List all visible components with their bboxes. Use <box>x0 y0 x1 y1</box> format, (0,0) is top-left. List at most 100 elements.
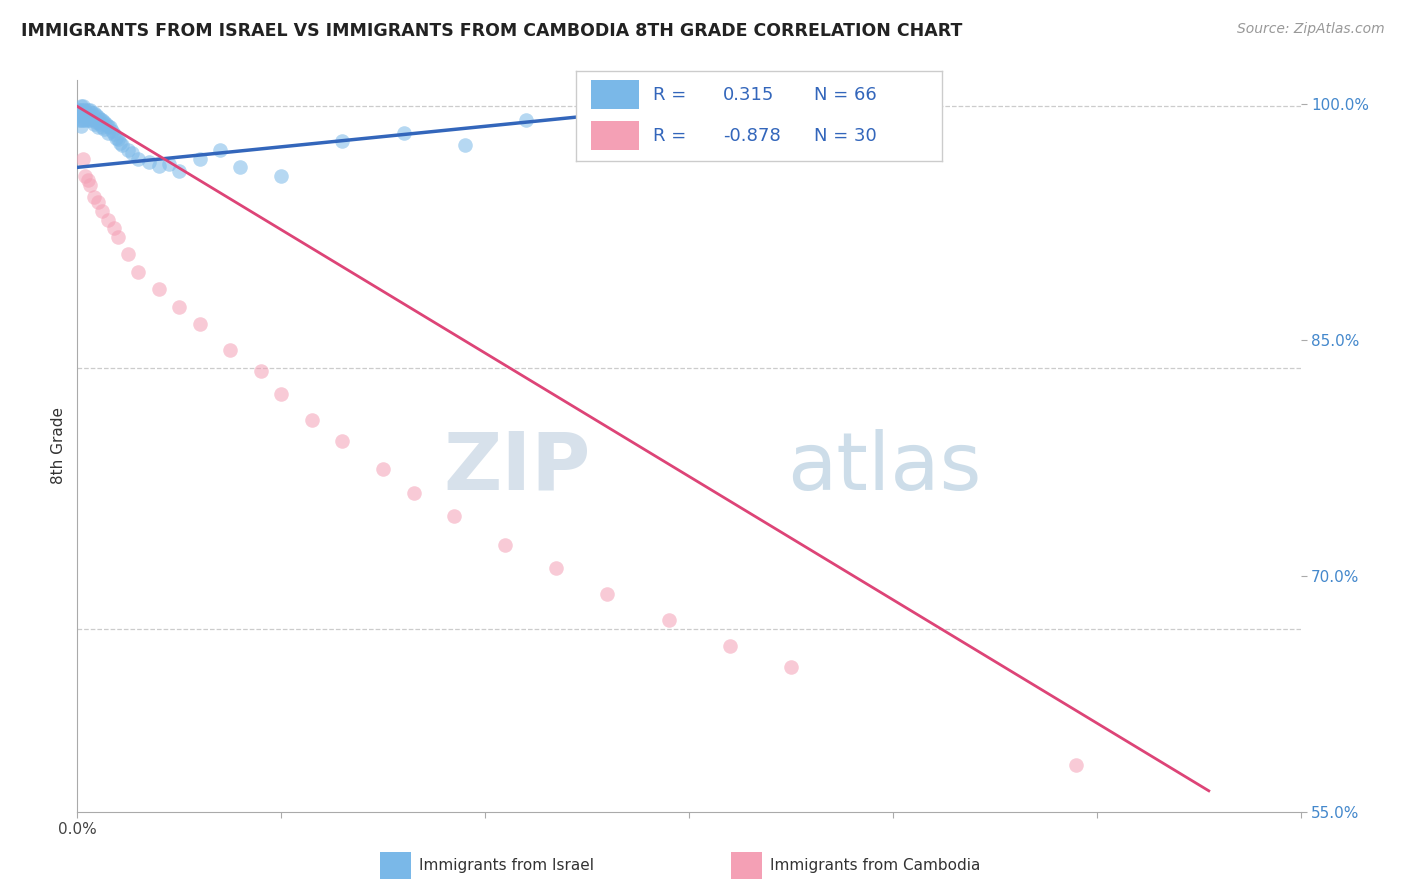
Point <box>72 103 94 117</box>
Text: 0.315: 0.315 <box>723 86 775 103</box>
Point <box>270 169 292 183</box>
Text: atlas: atlas <box>787 429 981 507</box>
Point <box>371 461 394 475</box>
Point <box>83 112 105 126</box>
Point <box>392 126 415 140</box>
Point <box>75 108 97 122</box>
Point <box>90 203 112 218</box>
Point <box>93 122 115 136</box>
Point <box>443 508 465 523</box>
Point <box>128 265 150 279</box>
Text: IMMIGRANTS FROM ISRAEL VS IMMIGRANTS FROM CAMBODIA 8TH GRADE CORRELATION CHART: IMMIGRANTS FROM ISRAEL VS IMMIGRANTS FRO… <box>21 22 963 40</box>
Point <box>89 112 111 126</box>
Point <box>270 386 292 401</box>
Point <box>576 134 599 148</box>
Point <box>108 136 131 150</box>
Point <box>90 113 112 128</box>
Point <box>250 364 273 378</box>
Point <box>87 110 110 124</box>
Point <box>75 169 97 183</box>
Point <box>75 113 97 128</box>
Point <box>70 119 93 133</box>
Point <box>103 221 125 235</box>
Point <box>658 613 681 627</box>
Text: N = 30: N = 30 <box>814 127 877 145</box>
Point <box>87 195 110 210</box>
Point <box>515 113 537 128</box>
Point <box>76 108 98 122</box>
Point <box>301 413 323 427</box>
Point <box>94 117 117 131</box>
Point <box>75 103 97 117</box>
Point <box>103 128 125 142</box>
Point <box>70 108 93 122</box>
Text: N = 66: N = 66 <box>814 86 877 103</box>
Point <box>596 587 619 601</box>
Point <box>84 115 107 129</box>
Point <box>546 561 568 575</box>
Point <box>332 134 354 148</box>
Point <box>67 113 90 128</box>
Point <box>83 190 105 204</box>
Point <box>138 155 160 169</box>
Point <box>495 538 517 552</box>
Point <box>67 103 90 117</box>
Point <box>107 132 129 146</box>
Point <box>90 120 112 135</box>
Point <box>87 115 110 129</box>
Point <box>148 282 170 296</box>
Point <box>80 112 103 126</box>
Point <box>76 172 98 186</box>
Point <box>98 120 121 135</box>
Point <box>72 99 94 113</box>
Point <box>72 108 94 122</box>
Point <box>219 343 242 358</box>
Point <box>76 113 98 128</box>
Point <box>76 103 98 117</box>
Point <box>148 159 170 173</box>
Point <box>79 178 101 192</box>
Point <box>1066 757 1088 772</box>
Point <box>188 317 211 331</box>
Point <box>97 126 120 140</box>
Text: Immigrants from Cambodia: Immigrants from Cambodia <box>770 858 981 872</box>
Point <box>229 161 252 175</box>
Point <box>72 113 94 128</box>
Point <box>101 124 124 138</box>
Point <box>67 108 90 122</box>
Text: R =: R = <box>654 86 686 103</box>
Point <box>117 247 139 261</box>
Text: R =: R = <box>654 127 686 145</box>
Point <box>617 103 640 117</box>
Point <box>80 106 103 120</box>
Text: Immigrants from Israel: Immigrants from Israel <box>419 858 593 872</box>
Point <box>188 152 211 166</box>
Point <box>97 119 120 133</box>
Point <box>79 113 101 128</box>
Point <box>169 300 191 314</box>
Text: Source: ZipAtlas.com: Source: ZipAtlas.com <box>1237 22 1385 37</box>
Point <box>83 117 105 131</box>
Point <box>117 143 139 157</box>
Point <box>596 108 619 122</box>
Point <box>70 99 93 113</box>
Text: ZIP: ZIP <box>444 429 591 507</box>
Text: -0.878: -0.878 <box>723 127 780 145</box>
Point <box>454 137 477 152</box>
Point <box>89 117 111 131</box>
Point <box>72 152 94 166</box>
Point <box>70 113 93 128</box>
Point <box>83 106 105 120</box>
Point <box>107 230 129 244</box>
Point <box>169 164 191 178</box>
Point <box>111 137 134 152</box>
Point <box>209 143 232 157</box>
Point <box>87 120 110 135</box>
Point <box>79 103 101 117</box>
Point <box>84 108 107 122</box>
Point <box>121 146 143 161</box>
Point <box>402 486 425 500</box>
Point <box>157 157 180 171</box>
Point <box>332 434 354 448</box>
Point <box>97 212 120 227</box>
